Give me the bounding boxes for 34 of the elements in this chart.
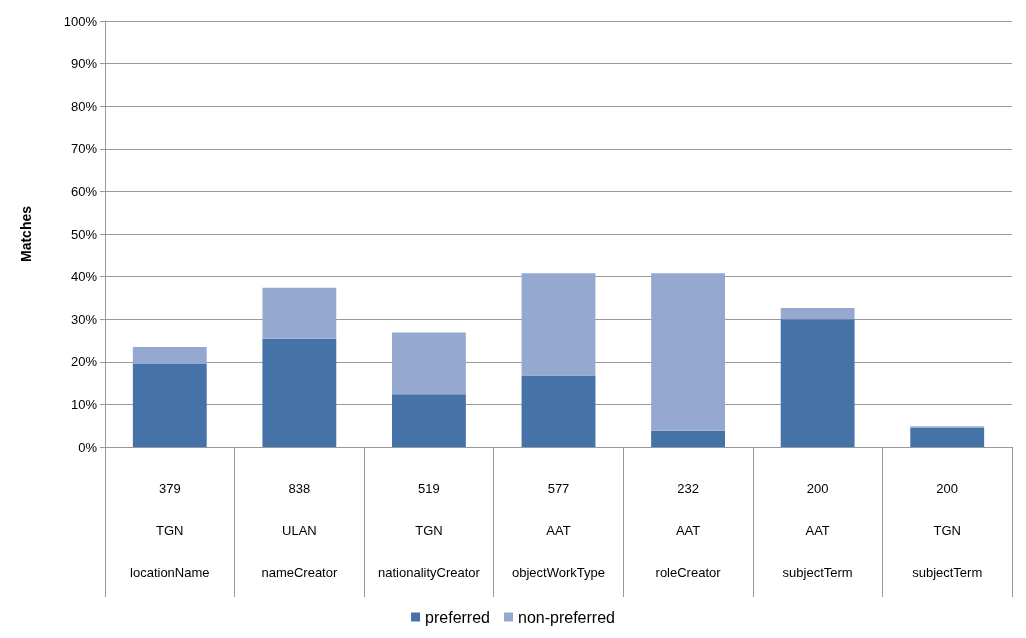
category-label: 232 AAT roleCreator [655, 480, 721, 580]
bar [392, 394, 466, 447]
y-tick-label: 70% [70, 141, 98, 157]
y-tick-label: 80% [70, 98, 98, 114]
bar [780, 308, 855, 320]
category-label: 200 AAT subjectTerm [782, 480, 853, 580]
category-label: 379 TGN locationName [130, 480, 210, 580]
y-tick-label: 60% [70, 183, 98, 199]
y-tick-label: 40% [70, 269, 98, 285]
category-label: 519 TGN nationalityCreator [377, 480, 480, 580]
y-axis-title: Matches [18, 205, 34, 263]
bar [132, 346, 207, 364]
bar [521, 375, 596, 447]
bar [521, 273, 596, 376]
legend-label: non-preferred [517, 608, 615, 626]
bar [262, 287, 337, 339]
category-label: 577 AAT objectWorkType [512, 480, 605, 580]
bar [392, 332, 466, 395]
y-tick-label: 90% [70, 56, 98, 72]
category-label: 200 TGN subjectTerm [912, 480, 983, 580]
bar [780, 319, 855, 447]
bar [651, 273, 725, 431]
y-tick-label: 50% [70, 226, 98, 242]
legend-label: preferred [425, 608, 490, 626]
y-tick-label: 100% [63, 13, 98, 29]
y-tick-label: 30% [70, 311, 98, 327]
category-label: 838 ULAN nameCreator [261, 480, 338, 580]
y-tick-label: 10% [70, 396, 98, 412]
bar [132, 363, 207, 447]
y-tick-label: 20% [70, 354, 98, 370]
bar [262, 338, 337, 447]
bar [910, 427, 985, 447]
bar [651, 430, 725, 447]
y-tick-label: 0% [78, 439, 98, 455]
